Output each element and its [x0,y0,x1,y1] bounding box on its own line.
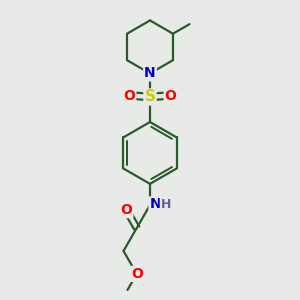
Text: N: N [144,66,156,80]
Text: O: O [121,203,132,217]
Text: O: O [165,88,176,103]
Text: S: S [145,89,155,104]
Text: O: O [131,267,143,281]
Text: H: H [161,198,171,211]
Text: O: O [124,88,135,103]
Text: N: N [149,197,161,212]
